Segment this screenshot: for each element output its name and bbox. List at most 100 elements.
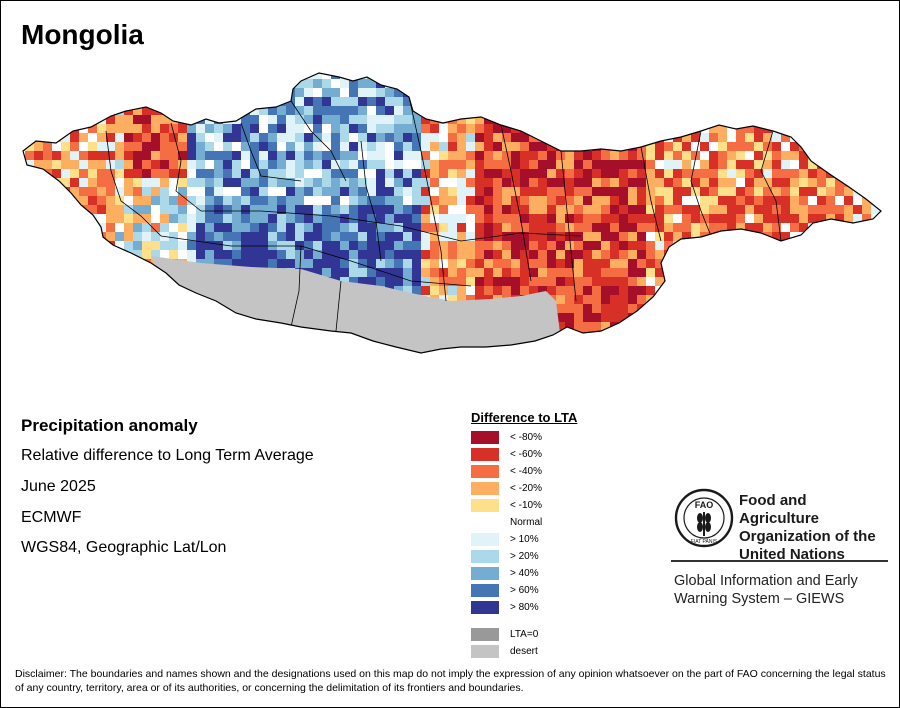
anomaly-cell — [466, 241, 476, 251]
anomaly-cell — [529, 187, 539, 197]
anomaly-cell — [79, 160, 89, 170]
anomaly-cell — [367, 259, 377, 269]
anomaly-cell — [151, 79, 161, 89]
anomaly-cell — [340, 151, 350, 161]
anomaly-cell — [574, 169, 584, 179]
anomaly-cell — [583, 133, 593, 143]
anomaly-cell — [394, 61, 403, 70]
anomaly-cell — [862, 151, 872, 161]
anomaly-cell — [286, 115, 296, 125]
anomaly-cell — [799, 88, 809, 98]
anomaly-cell — [664, 187, 674, 197]
anomaly-cell — [322, 106, 332, 116]
anomaly-cell — [790, 124, 800, 134]
anomaly-cell — [133, 160, 143, 170]
anomaly-cell — [61, 124, 71, 134]
anomaly-cell — [880, 97, 881, 107]
anomaly-cell — [547, 223, 557, 233]
legend-swatch — [471, 601, 499, 614]
anomaly-cell — [34, 115, 44, 125]
anomaly-cell — [61, 73, 71, 80]
anomaly-cell — [43, 313, 53, 323]
anomaly-cell — [862, 214, 872, 224]
anomaly-cell — [502, 268, 512, 278]
anomaly-cell — [547, 268, 557, 278]
anomaly-cell — [259, 73, 269, 80]
anomaly-cell — [718, 214, 728, 224]
anomaly-cell — [763, 160, 773, 170]
anomaly-cell — [520, 133, 530, 143]
anomaly-cell — [520, 73, 530, 80]
anomaly-cell — [268, 349, 278, 353]
anomaly-cell — [772, 349, 782, 353]
anomaly-cell — [736, 133, 746, 143]
anomaly-cell — [295, 151, 305, 161]
anomaly-cell — [115, 61, 124, 70]
anomaly-cell — [169, 232, 179, 242]
anomaly-cell — [601, 61, 610, 70]
anomaly-cell — [259, 232, 269, 242]
anomaly-cell — [835, 295, 845, 305]
anomaly-cell — [583, 61, 592, 70]
anomaly-cell — [421, 124, 431, 134]
anomaly-cell — [691, 268, 701, 278]
anomaly-cell — [34, 349, 44, 353]
anomaly-cell — [538, 97, 548, 107]
anomaly-cell — [97, 106, 107, 116]
anomaly-cell — [826, 232, 836, 242]
anomaly-cell — [511, 205, 521, 215]
anomaly-cell — [286, 214, 296, 224]
anomaly-cell — [169, 142, 179, 152]
anomaly-cell — [106, 232, 116, 242]
anomaly-cell — [682, 187, 692, 197]
anomaly-cell — [871, 295, 881, 305]
anomaly-cell — [232, 187, 242, 197]
anomaly-cell — [700, 142, 710, 152]
anomaly-cell — [628, 205, 638, 215]
anomaly-cell — [277, 358, 286, 367]
anomaly-cell — [817, 115, 827, 125]
map-title: Mongolia — [21, 19, 144, 50]
anomaly-cell — [322, 214, 332, 224]
anomaly-cell — [340, 232, 350, 242]
anomaly-cell — [502, 97, 512, 107]
anomaly-cell — [79, 142, 89, 152]
anomaly-cell — [808, 73, 818, 80]
anomaly-cell — [439, 187, 449, 197]
anomaly-cell — [574, 358, 583, 367]
anomaly-cell — [151, 295, 161, 305]
anomaly-cell — [331, 133, 341, 143]
anomaly-cell — [430, 196, 440, 206]
anomaly-cell — [646, 214, 656, 224]
anomaly-cell — [736, 232, 746, 242]
anomaly-cell — [502, 223, 512, 233]
anomaly-cell — [439, 277, 449, 287]
anomaly-cell — [61, 133, 71, 143]
anomaly-cell — [124, 340, 134, 350]
anomaly-cell — [511, 97, 521, 107]
anomaly-cell — [259, 349, 269, 353]
anomaly-cell — [475, 151, 485, 161]
anomaly-cell — [439, 88, 449, 98]
anomaly-cell — [493, 349, 503, 353]
anomaly-cell — [178, 331, 188, 341]
anomaly-cell — [70, 214, 80, 224]
anomaly-cell — [790, 178, 800, 188]
anomaly-cell — [457, 277, 467, 287]
anomaly-cell — [763, 286, 773, 296]
anomaly-cell — [430, 169, 440, 179]
anomaly-cell — [421, 223, 431, 233]
anomaly-cell — [403, 160, 413, 170]
anomaly-cell — [655, 340, 665, 350]
anomaly-cell — [700, 205, 710, 215]
anomaly-cell — [457, 61, 466, 70]
anomaly-cell — [619, 268, 629, 278]
anomaly-cell — [286, 196, 296, 206]
anomaly-cell — [484, 223, 494, 233]
anomaly-cell — [610, 259, 620, 269]
anomaly-cell — [142, 142, 152, 152]
anomaly-cell — [214, 79, 224, 89]
anomaly-cell — [178, 133, 188, 143]
anomaly-cell — [493, 268, 503, 278]
anomaly-cell — [529, 97, 539, 107]
